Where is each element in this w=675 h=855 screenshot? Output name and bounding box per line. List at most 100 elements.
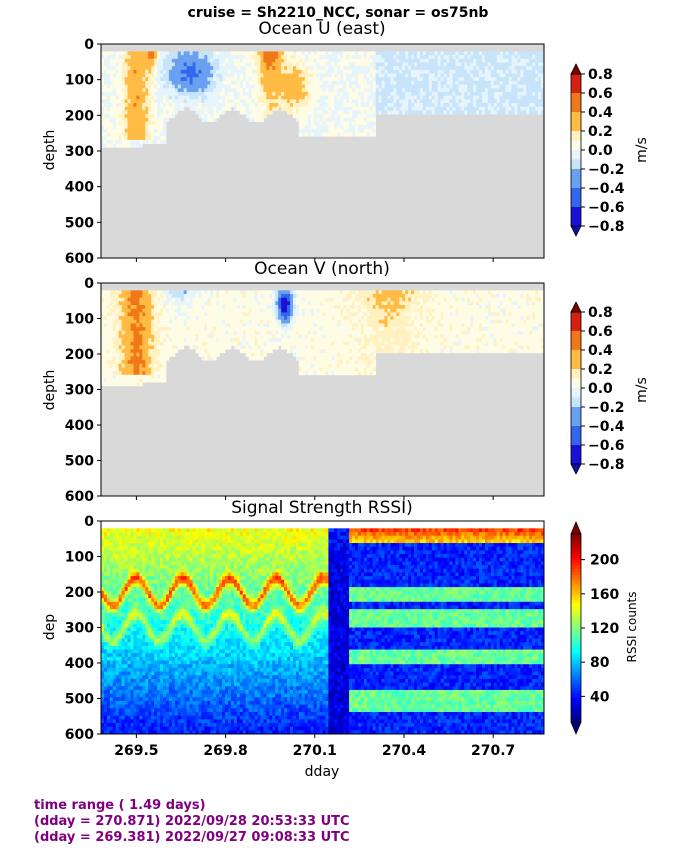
heatmap-cell — [204, 73, 208, 78]
heatmap-cell — [142, 136, 146, 141]
heatmap-cell — [263, 312, 267, 317]
heatmap-cell — [375, 51, 380, 56]
heatmap-cell — [207, 91, 211, 97]
heatmap-cell — [446, 58, 450, 63]
heatmap-cell — [198, 99, 202, 104]
heatmap-cell — [484, 77, 489, 82]
heatmap-cell — [186, 69, 190, 74]
heatmap-cell — [163, 341, 167, 346]
heatmap-cell — [417, 88, 421, 93]
heatmap-cell — [272, 55, 276, 60]
heatmap-cell — [257, 330, 261, 335]
heatmap-cell — [230, 62, 235, 67]
heatmap-cell — [165, 356, 170, 361]
heatmap-cell — [278, 51, 282, 56]
heatmap-cell — [493, 91, 498, 97]
heatmap-cell — [115, 91, 120, 97]
heatmap-cell — [357, 95, 362, 100]
heatmap-cell — [313, 88, 317, 93]
heatmap-cell — [301, 316, 306, 321]
heatmap-cell — [142, 341, 146, 346]
heatmap-cell — [372, 125, 377, 130]
heatmap-cell — [207, 323, 211, 328]
heatmap-cell — [417, 80, 421, 85]
heatmap-cell — [384, 294, 388, 299]
heatmap-cell — [310, 294, 315, 299]
heatmap-cell — [529, 51, 533, 56]
heatmap-cell — [307, 103, 312, 108]
heatmap-cell — [106, 77, 111, 82]
heatmap-cell — [130, 95, 134, 100]
heatmap-cell — [307, 352, 312, 357]
heatmap-cell — [354, 312, 359, 317]
heatmap-cell — [449, 95, 453, 100]
heatmap-cell — [163, 114, 167, 119]
heatmap-cell — [124, 77, 128, 82]
heatmap-cell — [372, 128, 377, 133]
heatmap-cell — [154, 345, 158, 350]
heatmap-cell — [449, 51, 453, 56]
heatmap-cell — [136, 301, 140, 306]
heatmap-cell — [254, 84, 258, 89]
heatmap-cell — [148, 349, 152, 354]
heatmap-cell — [248, 305, 253, 310]
heatmap-cell — [287, 327, 291, 332]
heatmap-cell — [163, 132, 167, 137]
heatmap-cell — [316, 84, 320, 89]
heatmap-cell — [425, 91, 430, 97]
heatmap-cell — [331, 66, 335, 71]
heatmap-cell — [183, 84, 188, 89]
heatmap-cell — [225, 88, 229, 93]
heatmap-cell — [130, 136, 134, 141]
heatmap-cell — [538, 91, 542, 97]
heatmap-cell — [337, 114, 341, 119]
heatmap-cell — [422, 73, 427, 78]
heatmap-cell — [292, 294, 297, 299]
heatmap-cell — [316, 312, 320, 317]
heatmap-cell — [334, 308, 338, 313]
heatmap-cell — [177, 297, 182, 302]
heatmap-cell — [195, 334, 199, 339]
heatmap-cell — [295, 117, 300, 122]
heatmap-cell — [230, 77, 235, 82]
heatmap-cell — [171, 55, 176, 60]
heatmap-cell — [284, 84, 288, 89]
heatmap-cell — [538, 99, 542, 104]
heatmap-cell — [496, 69, 501, 74]
heatmap-cell — [145, 360, 149, 365]
heatmap-cell — [369, 69, 374, 74]
heatmap-cell — [124, 294, 128, 299]
heatmap-cell — [127, 91, 131, 97]
heatmap-cell — [304, 73, 309, 78]
heatmap-cell — [121, 73, 126, 78]
heatmap-cell — [257, 77, 261, 82]
heatmap-cell — [287, 316, 291, 321]
heatmap-cell — [157, 352, 161, 357]
heatmap-cell — [343, 99, 347, 104]
heatmap-cell — [369, 371, 374, 376]
heatmap-cell — [213, 341, 217, 346]
heatmap-cell — [219, 341, 223, 346]
heatmap-cell — [157, 316, 161, 321]
heatmap-cell — [272, 301, 276, 306]
heatmap-cell — [189, 290, 193, 295]
heatmap-cell — [266, 69, 270, 74]
heatmap-cell — [384, 349, 388, 354]
heatmap-cell — [372, 297, 377, 302]
heatmap-cell — [304, 312, 309, 317]
heatmap-cell — [360, 121, 365, 126]
heatmap-cell — [142, 110, 146, 115]
heatmap-cell — [310, 345, 315, 350]
heatmap-cell — [493, 51, 498, 56]
heatmap-cell — [248, 352, 253, 357]
heatmap-cell — [148, 334, 152, 339]
heatmap-cell — [142, 297, 146, 302]
heatmap-cell — [425, 66, 430, 71]
heatmap-cell — [213, 356, 217, 361]
heatmap-cell — [349, 80, 353, 85]
heatmap-cell — [411, 55, 415, 60]
heatmap-cell — [292, 58, 297, 63]
heatmap-cell — [177, 66, 182, 71]
heatmap-cell — [213, 103, 217, 108]
heatmap-cell — [301, 114, 306, 119]
